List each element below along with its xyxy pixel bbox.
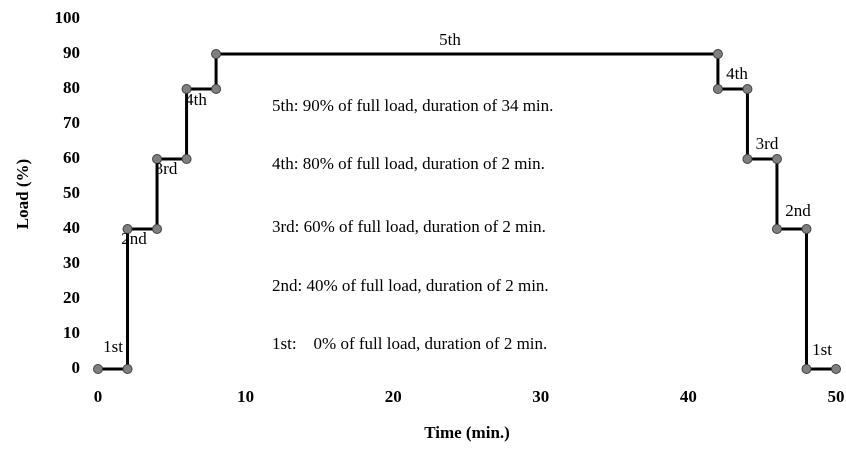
note: 1st: 0% of full load, duration of 2 min. <box>272 334 547 353</box>
y-tick-label: 40 <box>63 218 80 237</box>
y-tick-label: 0 <box>72 358 81 377</box>
y-tick-label: 80 <box>63 78 80 97</box>
data-point <box>801 224 812 234</box>
step-label: 2nd <box>785 201 811 220</box>
data-point <box>152 154 163 164</box>
y-tick-label: 30 <box>63 253 80 272</box>
y-tick-label: 20 <box>63 288 80 307</box>
data-point <box>712 84 723 94</box>
y-tick-label: 90 <box>63 43 80 62</box>
x-tick-label: 50 <box>828 387 845 406</box>
step-label: 5th <box>439 30 461 49</box>
x-tick-label: 20 <box>385 387 402 406</box>
note: 5th: 90% of full load, duration of 34 mi… <box>272 96 553 115</box>
y-tick-label: 70 <box>63 113 80 132</box>
data-point <box>122 364 133 374</box>
note: 3rd: 60% of full load, duration of 2 min… <box>272 217 546 236</box>
data-point <box>211 84 222 94</box>
data-point <box>211 49 222 59</box>
data-point <box>122 224 133 234</box>
step-label: 3rd <box>756 134 779 153</box>
data-point <box>712 49 723 59</box>
note: 4th: 80% of full load, duration of 2 min… <box>272 154 545 173</box>
x-tick-label: 40 <box>680 387 697 406</box>
x-tick-label: 10 <box>237 387 254 406</box>
y-tick-label: 60 <box>63 148 80 167</box>
x-axis-title: Time (min.) <box>424 423 510 442</box>
data-point <box>771 154 782 164</box>
step-label: 3rd <box>155 159 178 178</box>
step-label: 4th <box>185 90 207 109</box>
y-tick-label: 50 <box>63 183 80 202</box>
data-point <box>181 84 192 94</box>
x-tick-label: 30 <box>532 387 549 406</box>
y-tick-label: 100 <box>55 8 81 27</box>
data-point <box>93 364 103 374</box>
y-tick-label: 10 <box>63 323 80 342</box>
y-axis-title: Load (%) <box>13 159 32 229</box>
step-label: 4th <box>726 64 748 83</box>
data-point <box>742 84 753 94</box>
data-point <box>742 154 753 164</box>
data-point <box>152 224 163 234</box>
x-tick-label: 0 <box>94 387 103 406</box>
data-point <box>181 154 192 164</box>
data-point <box>801 364 812 374</box>
data-point <box>771 224 782 234</box>
step-label: 1st <box>812 340 832 359</box>
note: 2nd: 40% of full load, duration of 2 min… <box>272 276 549 295</box>
step-label: 1st <box>103 337 123 356</box>
data-point <box>831 364 841 374</box>
step-label: 2nd <box>121 229 147 248</box>
